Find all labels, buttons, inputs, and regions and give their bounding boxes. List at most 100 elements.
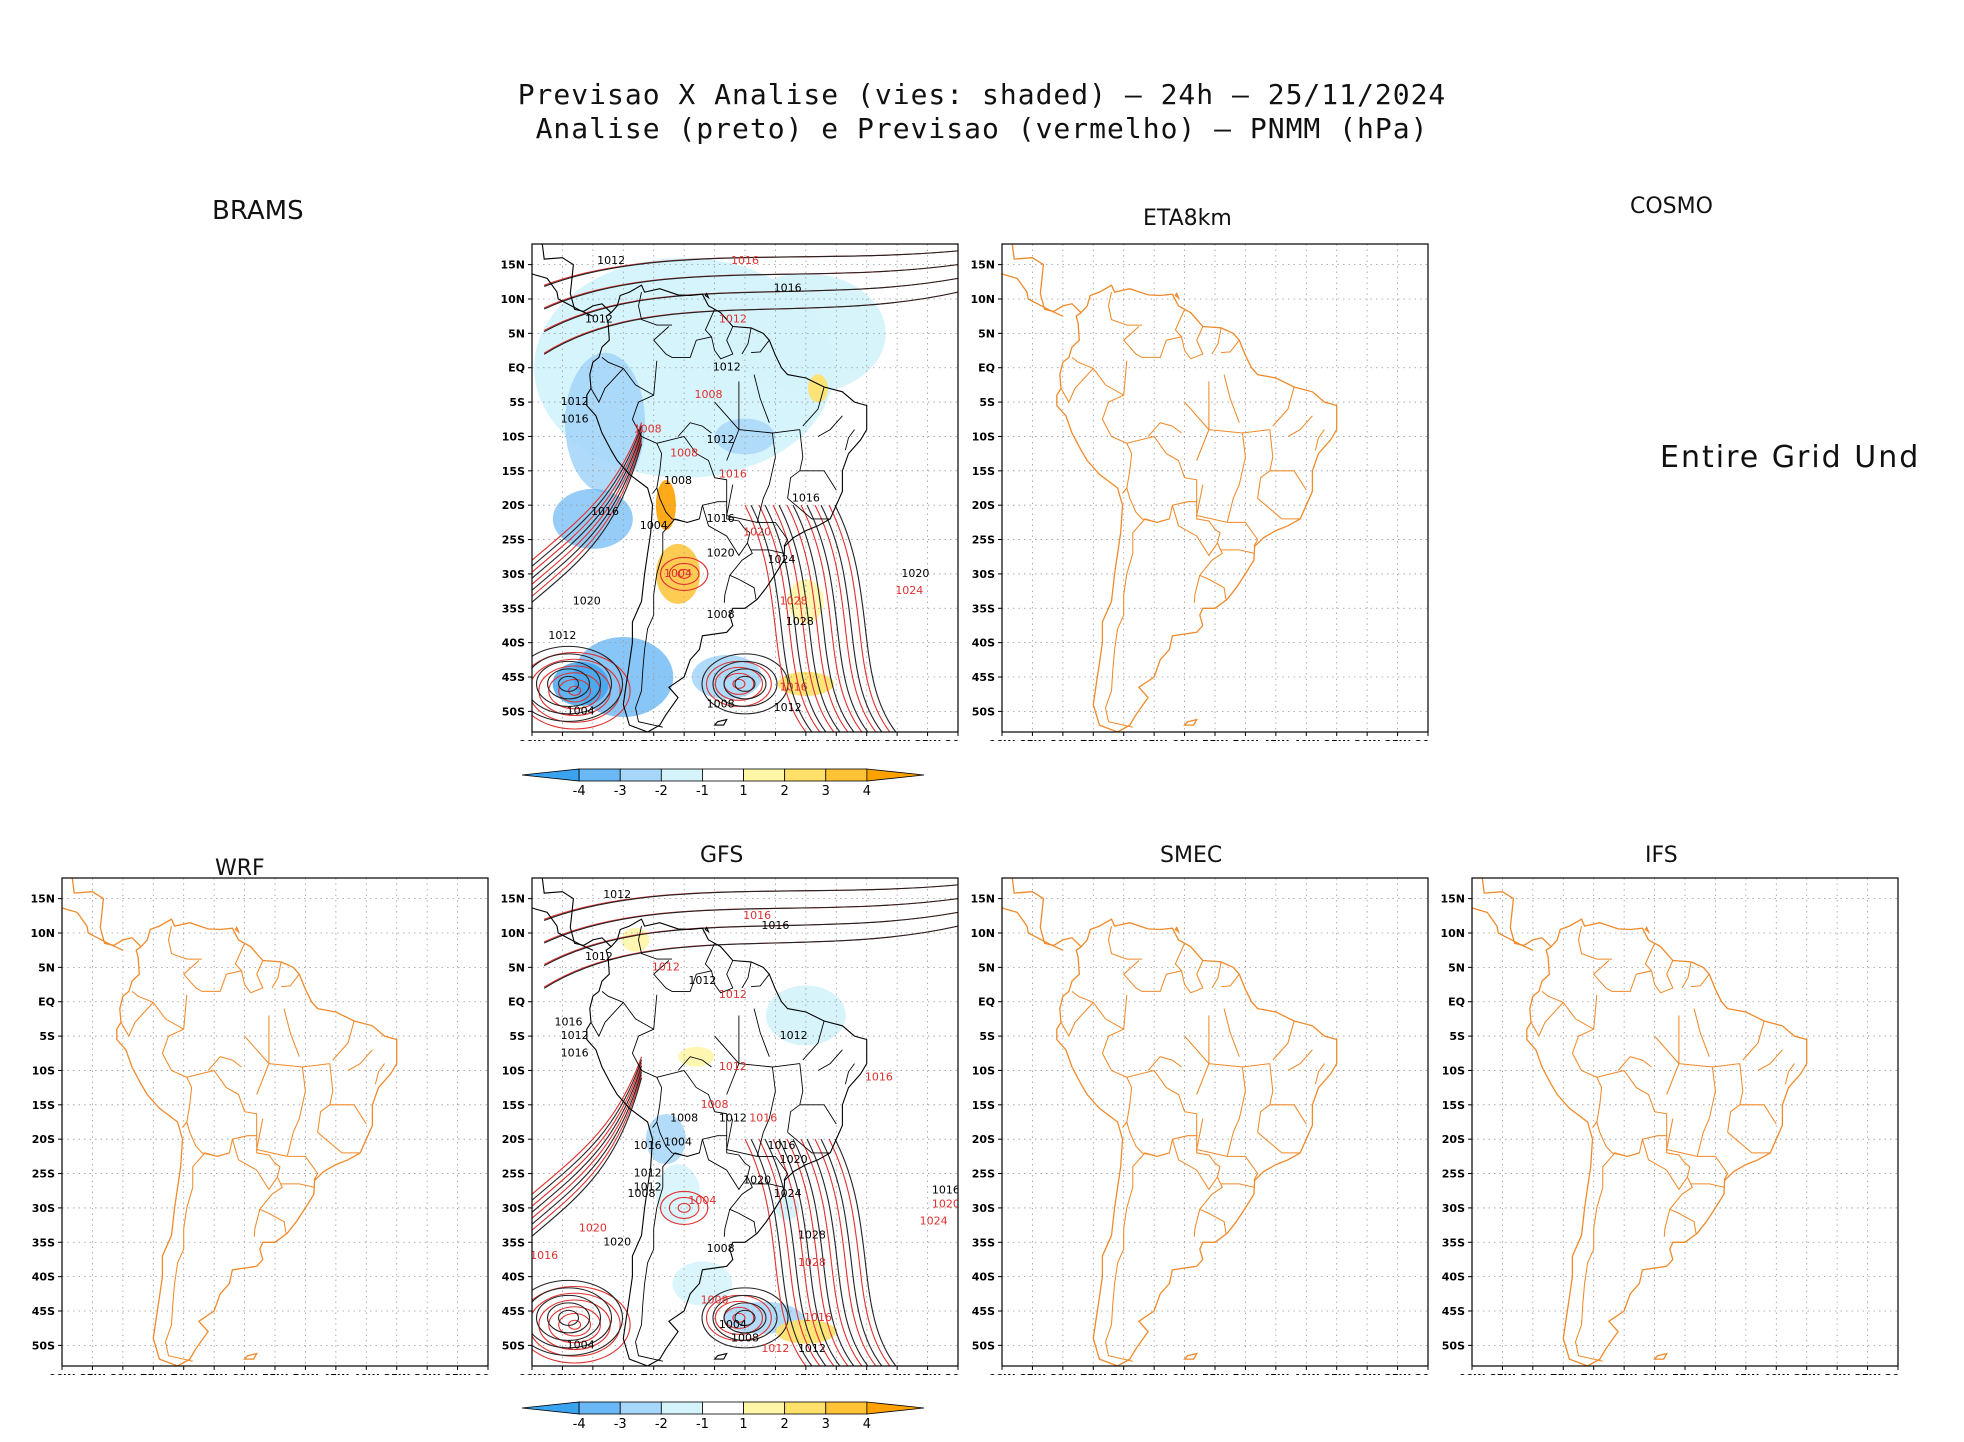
lat-tick-label: 10N [970,927,995,940]
contour-label: 1012 [548,629,576,642]
border [1541,990,1598,1031]
border [635,1152,700,1362]
border [1641,1135,1691,1191]
border [1126,435,1198,523]
border [271,961,282,989]
border [1107,925,1142,960]
isobar [532,1062,643,1207]
lon-tick-label: 65W [671,1373,698,1375]
contour-label: 1024 [768,553,796,566]
lon-tick-label: 30W [1824,1373,1851,1375]
border [1227,521,1259,547]
lon-tick-label: 55W [1202,739,1229,741]
lon-tick-label: 40W [353,1373,380,1375]
border [1592,943,1656,992]
contour-label: 1004 [719,1318,747,1331]
colorbar-label: 4 [863,1417,871,1432]
border [757,521,789,547]
contour-label: 1024 [774,1187,802,1200]
border [726,1118,758,1157]
lon-tick-label: 40W [823,739,850,741]
border [653,309,716,358]
colorbar-svg: -4 -3 -2 -1 1 2 3 4 [521,768,925,799]
border [802,1020,825,1061]
lon-tick-label: 90W [1459,1373,1486,1375]
colorbar-swatch [660,768,703,782]
isobar [744,504,807,732]
lon-tick-label: 25W [914,739,941,741]
lat-tick-label: 15N [500,893,525,906]
isobar [532,440,643,597]
contour-label: 1016 [792,491,820,504]
border [1257,497,1301,520]
border [1071,356,1128,397]
border [1196,1118,1228,1157]
border [656,436,728,523]
island [713,1352,728,1360]
border [1574,1152,1640,1362]
isobar [668,1196,700,1219]
lon-tick-label: 60W [1641,1373,1668,1375]
lat-tick-label: 5N [978,327,995,340]
border [1211,327,1222,355]
isobar [548,672,601,710]
contour-label: 1012 [561,395,589,408]
contour-label: 1020 [780,1153,808,1166]
lon-tick-label: 80W [580,739,607,741]
bias-shading [552,488,633,549]
bias-shading [678,1046,715,1067]
lat-tick-label: 45S [502,1305,525,1318]
lat-tick-label: 15S [502,1099,525,1112]
lon-tick-label: 20W [1415,1373,1430,1375]
lat-tick-label: 25S [972,534,995,547]
border [164,1152,230,1362]
border [1104,1152,1170,1362]
isobar [778,1138,841,1366]
border [186,1069,258,1157]
lat-tick-label: EQ [38,996,55,1009]
graticule [62,878,488,1366]
lon-tick-label: 45W [793,739,820,741]
lon-tick-label: 90W [519,1373,546,1375]
contour-label: 1008 [701,1098,729,1111]
coastline [1472,907,1534,951]
contour-label: 1016 [780,680,808,693]
border [656,1070,728,1157]
border [1101,1028,1133,1128]
isobar [532,422,643,561]
map-frame [1471,877,1899,1367]
border [1060,1002,1094,1038]
lat-tick-label: 20S [972,1133,995,1146]
lat-tick-label: 10N [500,293,525,306]
lon-tick-label: 60W [1171,1373,1198,1375]
bias-shading [552,661,609,706]
colorbar-swatch [743,768,786,782]
contour-label: 1008 [670,447,698,460]
lat-tick-label: 35S [502,1236,525,1249]
coastline [541,244,612,314]
border [1196,381,1210,461]
contour-label: 1028 [798,1228,826,1241]
border [756,432,776,523]
map-svg-wrf: 15N 10N 5N EQ 5S 10S 15S 20S 25S 30S 35S 40S 45S 50S 9… [30,877,490,1375]
contour-label: 1016 [561,412,589,425]
contour-label: 1012 [713,361,741,374]
border [287,1155,319,1181]
graticule [1002,878,1428,1366]
border [332,1020,355,1061]
lon-tick-label: 65W [1141,1373,1168,1375]
lon-tick-label: 75W [1080,739,1107,741]
border [1727,1063,1744,1133]
border [1196,484,1228,523]
contour-label: 1004 [640,519,668,532]
isobar [532,434,643,585]
contour-label: 1004 [664,567,692,580]
map-svg-smec: 15N 10N 5N EQ 5S 10S 15S 20S 25S 30S 35S 40S 45S 50S 9… [970,877,1430,1375]
lon-tick-label: 70W [1111,739,1138,741]
border [741,327,752,355]
lon-tick-label: 85W [549,739,576,741]
border [1757,1049,1783,1071]
coastline [1056,284,1338,732]
lon-tick-label: 50W [1232,739,1259,741]
lat-tick-label: 45S [1442,1305,1465,1318]
